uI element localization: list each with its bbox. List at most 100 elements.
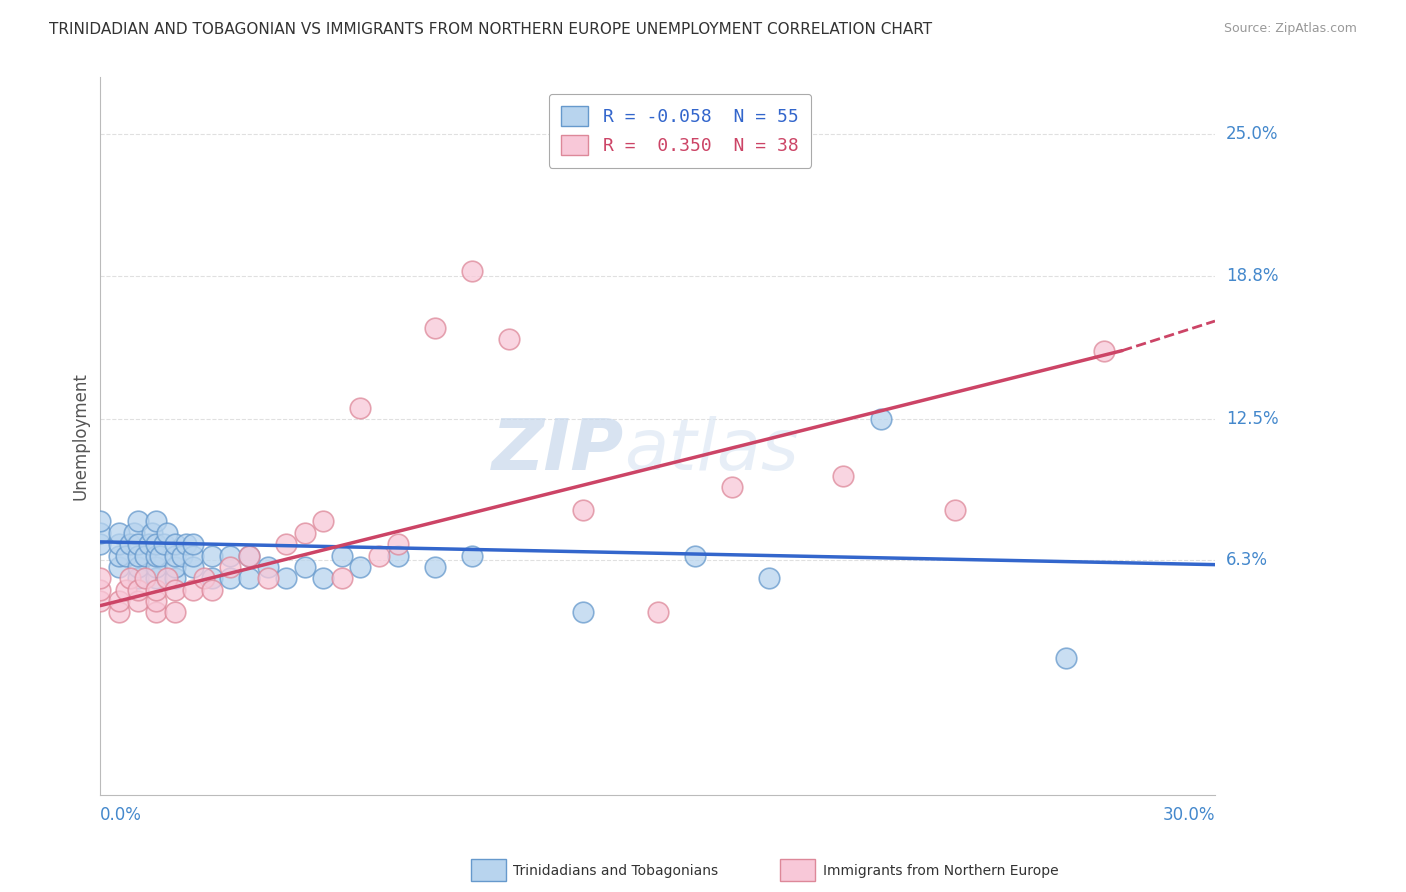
Point [683, 549, 706, 563]
Point [163, 571, 186, 585]
Point [181, 560, 204, 574]
Point [89, 537, 111, 551]
Point [181, 582, 204, 597]
Point [201, 582, 224, 597]
Y-axis label: Unemployment: Unemployment [72, 372, 89, 500]
Point [145, 515, 167, 529]
Text: Immigrants from Northern Europe: Immigrants from Northern Europe [823, 863, 1059, 878]
Point [294, 525, 316, 540]
Point [238, 571, 260, 585]
Point [120, 537, 142, 551]
Point [461, 264, 484, 278]
Point [145, 537, 167, 551]
Point [276, 571, 298, 585]
Point [174, 537, 197, 551]
Text: 6.3%: 6.3% [1226, 551, 1268, 569]
Point [163, 606, 186, 620]
Point [108, 560, 131, 574]
Point [145, 560, 167, 574]
Point [108, 606, 131, 620]
Point [943, 503, 966, 517]
Point [201, 549, 224, 563]
Point [294, 560, 316, 574]
Point [108, 525, 131, 540]
Point [238, 549, 260, 563]
Point [163, 537, 186, 551]
Point [145, 582, 167, 597]
Point [163, 549, 186, 563]
Point [141, 525, 163, 540]
Point [832, 468, 855, 483]
Point [163, 560, 186, 574]
Text: Trinidadians and Tobagonians: Trinidadians and Tobagonians [513, 863, 718, 878]
Text: TRINIDADIAN AND TOBAGONIAN VS IMMIGRANTS FROM NORTHERN EUROPE UNEMPLOYMENT CORRE: TRINIDADIAN AND TOBAGONIAN VS IMMIGRANTS… [49, 22, 932, 37]
Point [145, 594, 167, 608]
Point [181, 537, 204, 551]
Point [1092, 343, 1115, 358]
Point [219, 560, 242, 574]
Point [145, 606, 167, 620]
Point [572, 606, 595, 620]
Point [256, 571, 278, 585]
Point [89, 525, 111, 540]
Point [219, 549, 242, 563]
Point [115, 582, 138, 597]
Point [312, 571, 335, 585]
Point [869, 412, 891, 426]
Point [349, 560, 371, 574]
Point [368, 549, 391, 563]
Point [312, 515, 335, 529]
Point [163, 582, 186, 597]
Point [127, 515, 149, 529]
Point [127, 571, 149, 585]
Text: atlas: atlas [624, 416, 799, 485]
Point [134, 549, 156, 563]
Point [89, 571, 111, 585]
Point [256, 560, 278, 574]
Point [120, 571, 142, 585]
Point [330, 571, 353, 585]
Point [156, 525, 179, 540]
Text: 0.0%: 0.0% [100, 806, 142, 824]
Point [498, 332, 520, 346]
Point [387, 549, 409, 563]
Point [138, 537, 160, 551]
Text: 18.8%: 18.8% [1226, 267, 1278, 285]
Point [721, 480, 744, 494]
Point [145, 571, 167, 585]
Point [108, 549, 131, 563]
Point [387, 537, 409, 551]
Point [330, 549, 353, 563]
Point [423, 321, 446, 335]
Text: 25.0%: 25.0% [1226, 126, 1278, 144]
Point [172, 549, 194, 563]
Point [127, 594, 149, 608]
Point [238, 549, 260, 563]
Point [461, 549, 484, 563]
Point [181, 549, 204, 563]
Point [127, 549, 149, 563]
Point [572, 503, 595, 517]
Legend: R = -0.058  N = 55, R =  0.350  N = 38: R = -0.058 N = 55, R = 0.350 N = 38 [548, 94, 811, 168]
Point [276, 537, 298, 551]
Point [89, 582, 111, 597]
Point [149, 549, 172, 563]
Point [758, 571, 780, 585]
Point [201, 571, 224, 585]
Point [349, 401, 371, 415]
Text: 12.5%: 12.5% [1226, 410, 1279, 428]
Text: ZIP: ZIP [492, 416, 624, 485]
Point [89, 515, 111, 529]
Point [115, 549, 138, 563]
Point [127, 537, 149, 551]
Point [193, 571, 215, 585]
Point [219, 571, 242, 585]
Point [108, 537, 131, 551]
Point [122, 525, 145, 540]
Point [423, 560, 446, 574]
Point [647, 606, 669, 620]
Text: 30.0%: 30.0% [1163, 806, 1215, 824]
Point [134, 571, 156, 585]
Point [127, 560, 149, 574]
Point [145, 549, 167, 563]
